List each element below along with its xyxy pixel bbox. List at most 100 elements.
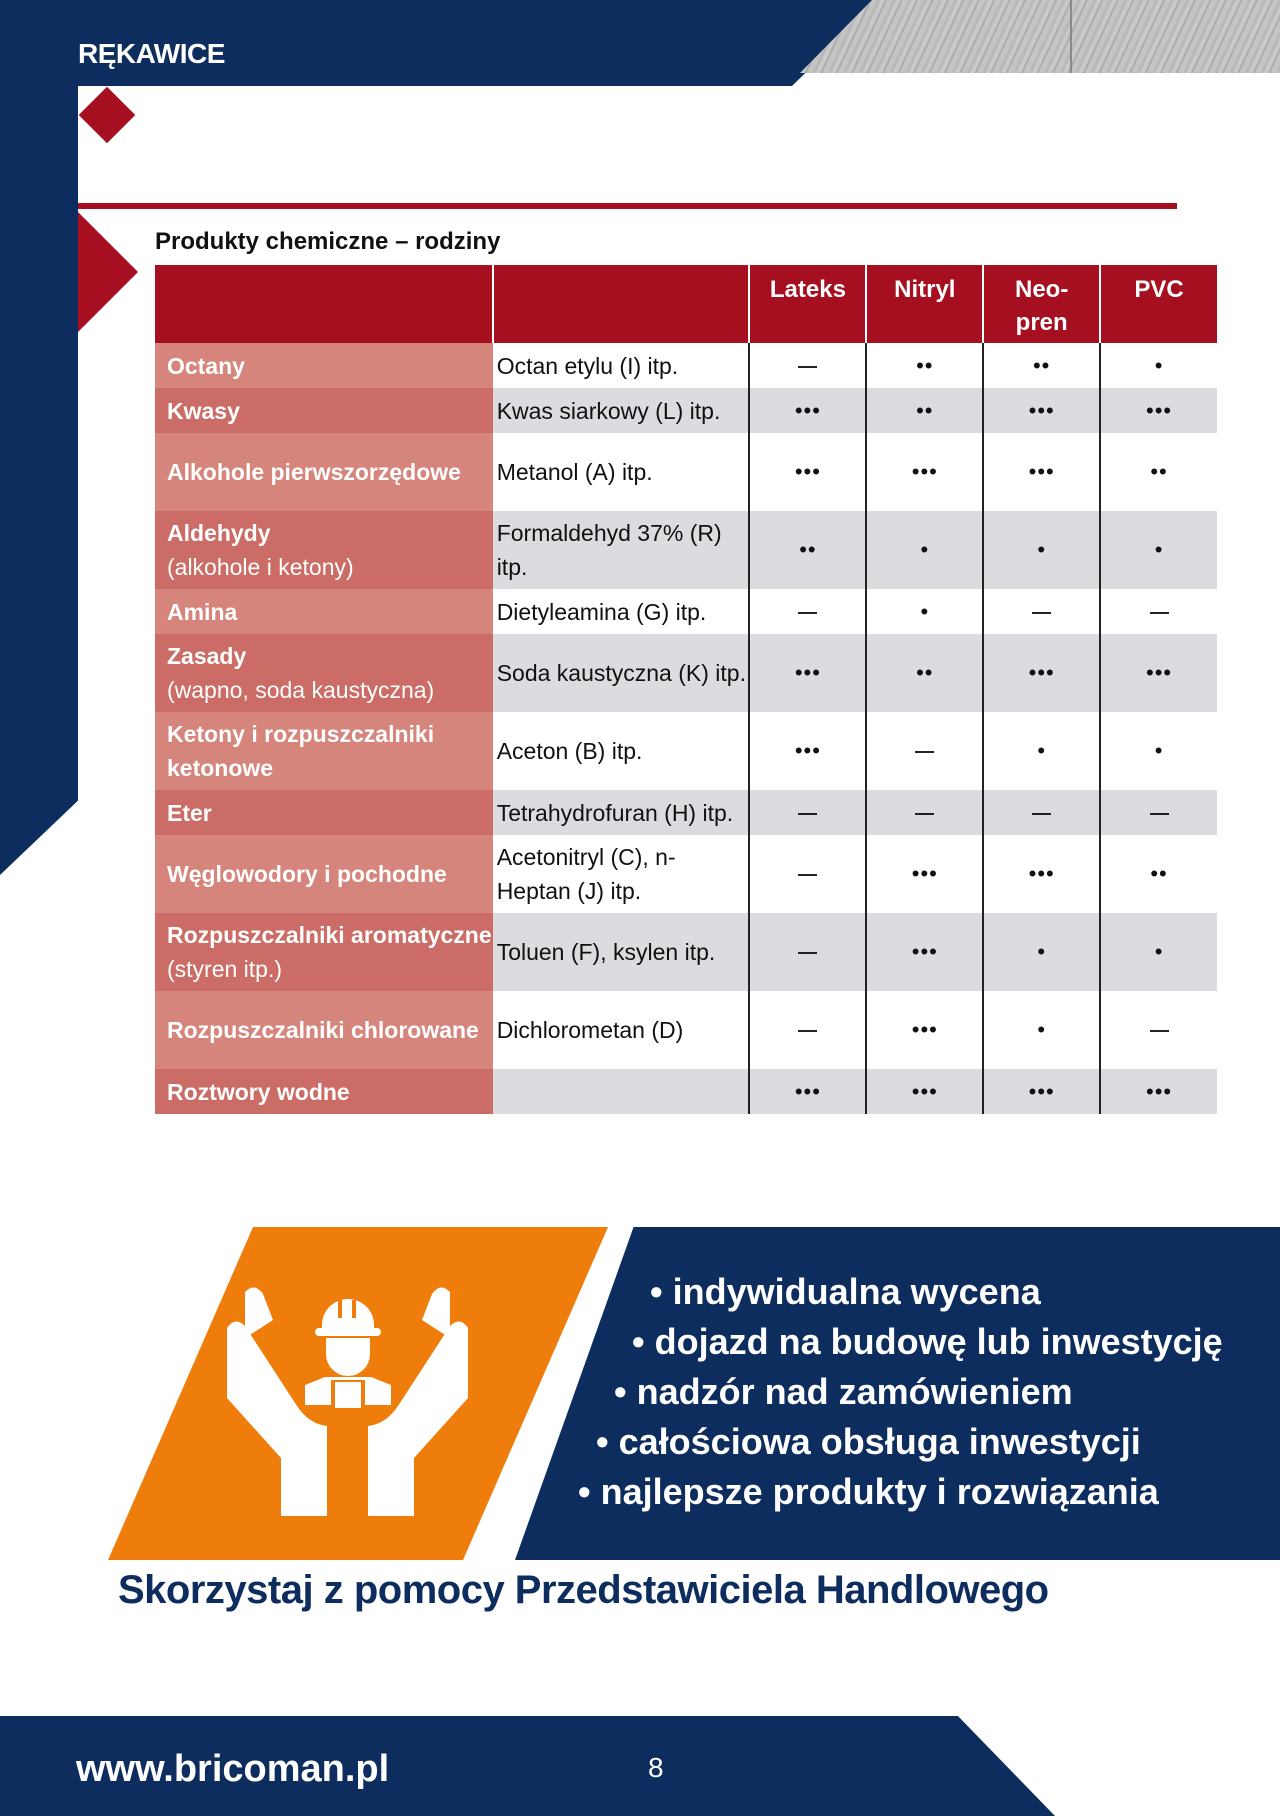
section-title: RĘKAWICE <box>78 38 225 69</box>
dash-icon <box>1149 611 1169 614</box>
rating-nitryl: •• <box>865 634 984 712</box>
rating-lateks <box>748 343 867 388</box>
family-cell: Alkohole pierwszorzędowe <box>155 433 493 511</box>
rating-neopren <box>982 790 1101 835</box>
table-row: Eter Tetrahydrofuran (H) itp. <box>155 790 1217 835</box>
rating-pvc <box>1099 991 1217 1069</box>
rating-lateks: ••• <box>748 433 867 511</box>
rating-nitryl: ••• <box>865 913 984 991</box>
rating-pvc: • <box>1099 511 1217 589</box>
example-cell: Tetrahydrofuran (H) itp. <box>492 790 750 835</box>
concrete-texture-image <box>800 0 1280 73</box>
example-cell: Formaldehyd 37% (R) itp. <box>492 511 750 589</box>
rating-pvc: •• <box>1099 835 1217 913</box>
dash-icon <box>1032 611 1052 614</box>
family-cell: Ketony i rozpuszczalniki ketonowe <box>155 712 493 790</box>
page-number: 8 <box>648 1752 664 1783</box>
rating-lateks: ••• <box>748 1069 867 1114</box>
header-band <box>0 0 880 86</box>
rating-pvc: •• <box>1099 433 1217 511</box>
rating-lateks: ••• <box>748 712 867 790</box>
header-pvc: PVC <box>1099 265 1217 343</box>
family-cell: Amina <box>155 589 493 634</box>
dash-icon <box>798 812 818 815</box>
dash-icon <box>1149 812 1169 815</box>
chemical-resistance-table: Lateks Nitryl Neo- pren PVC Octany Octan… <box>155 265 1217 1114</box>
rating-neopren: • <box>982 511 1101 589</box>
family-note: (wapno, soda kaustyczna) <box>167 677 435 703</box>
header-lateks: Lateks <box>748 265 867 343</box>
rating-pvc: ••• <box>1099 388 1217 433</box>
dash-icon <box>798 611 818 614</box>
benefit-item: całościowa obsługa inwestycji <box>596 1417 1223 1467</box>
family-cell: Aldehydy (alkohole i ketony) <box>155 511 493 589</box>
family-cell: Roztwory wodne <box>155 1069 493 1114</box>
rating-nitryl: ••• <box>865 1069 984 1114</box>
header-nitryl: Nitryl <box>865 265 984 343</box>
dash-icon <box>798 365 818 368</box>
header-neopren: Neo- pren <box>982 265 1101 343</box>
rating-nitryl: •• <box>865 388 984 433</box>
family-cell: Rozpuszczalniki aromatyczne (styren itp.… <box>155 913 493 991</box>
rating-pvc: • <box>1099 343 1217 388</box>
family-note: (alkohole i ketony) <box>167 554 354 580</box>
table-row: Aldehydy (alkohole i ketony) Formaldehyd… <box>155 511 1217 589</box>
table-header-row: Lateks Nitryl Neo- pren PVC <box>155 265 1217 343</box>
rating-nitryl: ••• <box>865 433 984 511</box>
rating-nitryl: • <box>865 589 984 634</box>
family-cell: Rozpuszczalniki chlorowane <box>155 991 493 1069</box>
concrete-seam <box>1070 0 1072 73</box>
dash-icon <box>1032 812 1052 815</box>
dash-icon <box>798 874 818 877</box>
red-diamond-decoration <box>78 86 136 144</box>
rating-neopren: ••• <box>982 388 1101 433</box>
rating-lateks: •• <box>748 511 867 589</box>
rating-pvc: • <box>1099 712 1217 790</box>
rating-nitryl <box>865 790 984 835</box>
benefit-item: dojazd na budowę lub inwestycję <box>632 1317 1223 1367</box>
rating-pvc: • <box>1099 913 1217 991</box>
rating-lateks: ••• <box>748 388 867 433</box>
website-link[interactable]: www.bricoman.pl <box>76 1748 390 1790</box>
family-name: Rozpuszczalniki aromatyczne <box>167 922 492 948</box>
table-row: Octany Octan etylu (I) itp. •• •• • <box>155 343 1217 388</box>
example-cell: Acetonitryl (C), n-Heptan (J) itp. <box>492 835 750 913</box>
family-cell: Węglowodory i pochodne <box>155 835 493 913</box>
rating-pvc: ••• <box>1099 1069 1217 1114</box>
benefit-item: indywidualna wycena <box>650 1267 1223 1317</box>
rating-nitryl: ••• <box>865 835 984 913</box>
dash-icon <box>798 1030 818 1033</box>
left-sidebar-band <box>0 0 78 875</box>
header-example <box>491 265 750 343</box>
rating-pvc <box>1099 790 1217 835</box>
table-row: Rozpuszczalniki aromatyczne (styren itp.… <box>155 913 1217 991</box>
rating-lateks <box>748 991 867 1069</box>
dash-icon <box>915 812 935 815</box>
rating-neopren: • <box>982 712 1101 790</box>
family-name: Zasady <box>167 643 247 669</box>
benefit-item: najlepsze produkty i rozwiązania <box>578 1467 1223 1517</box>
dash-icon <box>1149 1030 1169 1033</box>
rating-lateks <box>748 913 867 991</box>
rating-nitryl: ••• <box>865 991 984 1069</box>
example-cell: Toluen (F), ksylen itp. <box>492 913 750 991</box>
table-row: Rozpuszczalniki chlorowane Dichlorometan… <box>155 991 1217 1069</box>
family-cell: Kwasy <box>155 388 493 433</box>
dash-icon <box>798 952 818 955</box>
header-family <box>155 265 493 343</box>
family-cell: Zasady (wapno, soda kaustyczna) <box>155 634 493 712</box>
rating-pvc <box>1099 589 1217 634</box>
tagline: Skorzystaj z pomocy Przedstawiciela Hand… <box>118 1568 1049 1612</box>
example-cell <box>492 1069 750 1114</box>
table-row: Ketony i rozpuszczalniki ketonowe Aceton… <box>155 712 1217 790</box>
rating-lateks <box>748 835 867 913</box>
rating-neopren: ••• <box>982 433 1101 511</box>
benefits-list: indywidualna wycena dojazd na budowę lub… <box>570 1267 1223 1517</box>
table-row: Węglowodory i pochodne Acetonitryl (C), … <box>155 835 1217 913</box>
footer-band <box>0 1716 1055 1816</box>
example-cell: Soda kaustyczna (K) itp. <box>492 634 750 712</box>
rating-nitryl: •• <box>865 343 984 388</box>
example-cell: Dichlorometan (D) <box>492 991 750 1069</box>
rating-neopren: ••• <box>982 634 1101 712</box>
example-cell: Octan etylu (I) itp. <box>492 343 750 388</box>
